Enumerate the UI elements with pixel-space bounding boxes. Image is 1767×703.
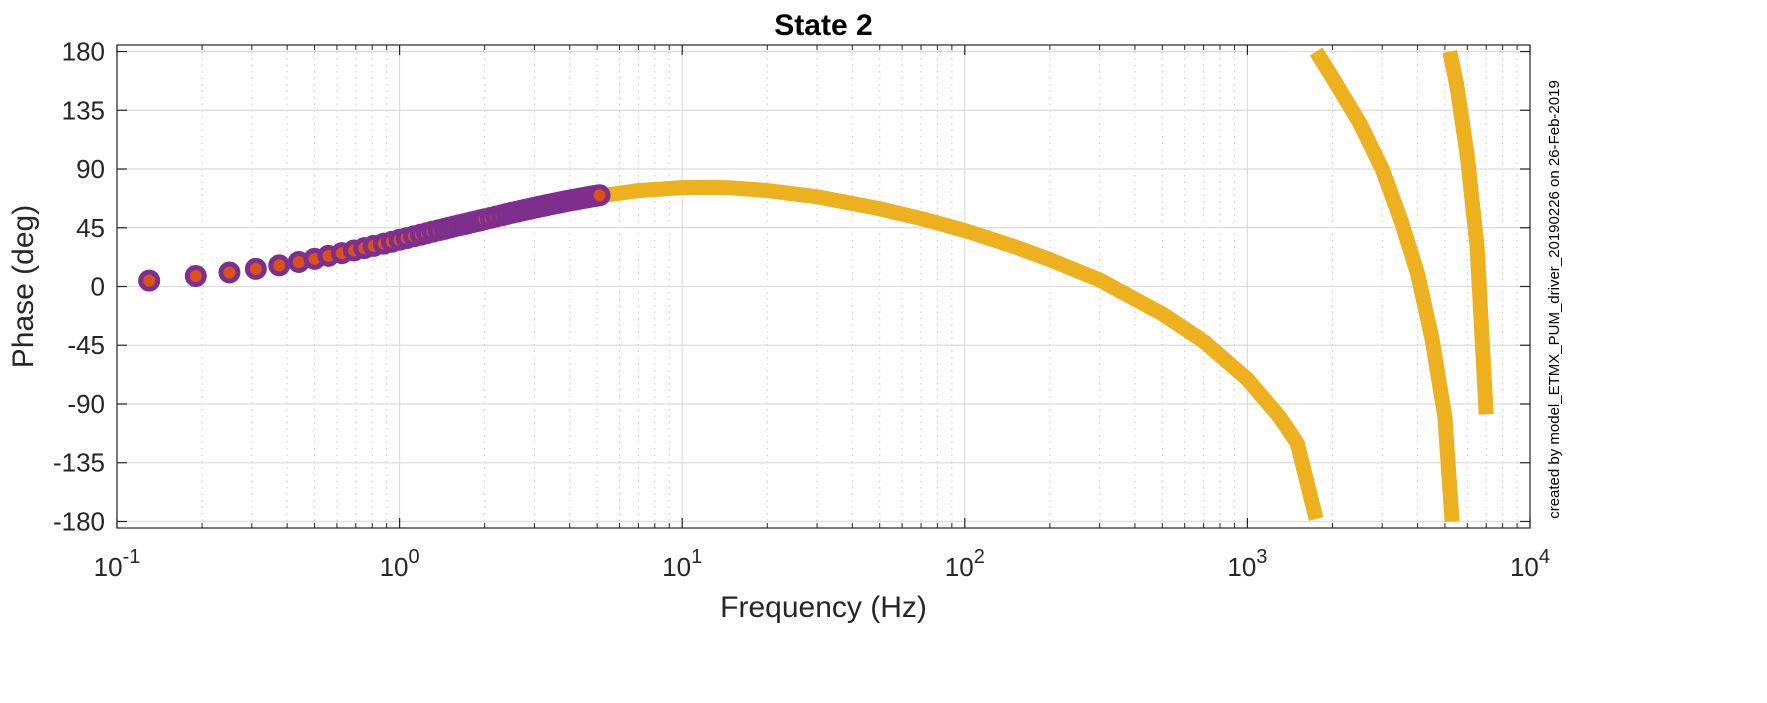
model-curve-segment: [1442, 49, 1494, 415]
y-tick-label: -180: [53, 506, 105, 536]
x-tick-label: 103: [1227, 546, 1267, 582]
tick-labels: 10-1 100 101 102 103 104 180 135 90 45 0 -45 -90 -135…: [53, 37, 1550, 582]
y-tick-label: 90: [76, 154, 105, 184]
y-tick-label: 45: [76, 213, 105, 243]
measurement-point: [244, 257, 267, 280]
chart-title: State 2: [774, 9, 872, 42]
model-curve-segment: [1309, 47, 1460, 523]
measurement-point: [184, 265, 207, 288]
x-axis-label: Frequency (Hz): [720, 591, 927, 624]
ticks: [116, 45, 1531, 528]
y-tick-label: -135: [53, 448, 105, 478]
y-tick-label: 0: [91, 272, 105, 302]
y-tick-label: -45: [67, 330, 105, 360]
y-axis-label: Phase (deg): [7, 205, 40, 368]
x-tick-label: 10-1: [94, 546, 141, 582]
measurement-point: [268, 254, 291, 277]
y-tick-label: -90: [67, 389, 105, 419]
creation-note: created by model_ETMX_PUM_driver_2019022…: [1546, 80, 1563, 519]
x-tick-label: 101: [662, 546, 702, 582]
x-tick-label: 100: [380, 546, 420, 582]
measurement-point: [218, 261, 241, 284]
y-tick-label: 180: [62, 37, 105, 67]
measurement-points: [138, 184, 611, 292]
measurement-point: [138, 269, 161, 292]
x-tick-label: 104: [1510, 546, 1550, 582]
y-tick-label: 135: [62, 95, 105, 125]
x-tick-label: 102: [945, 546, 985, 582]
measurement-point: [588, 184, 611, 207]
